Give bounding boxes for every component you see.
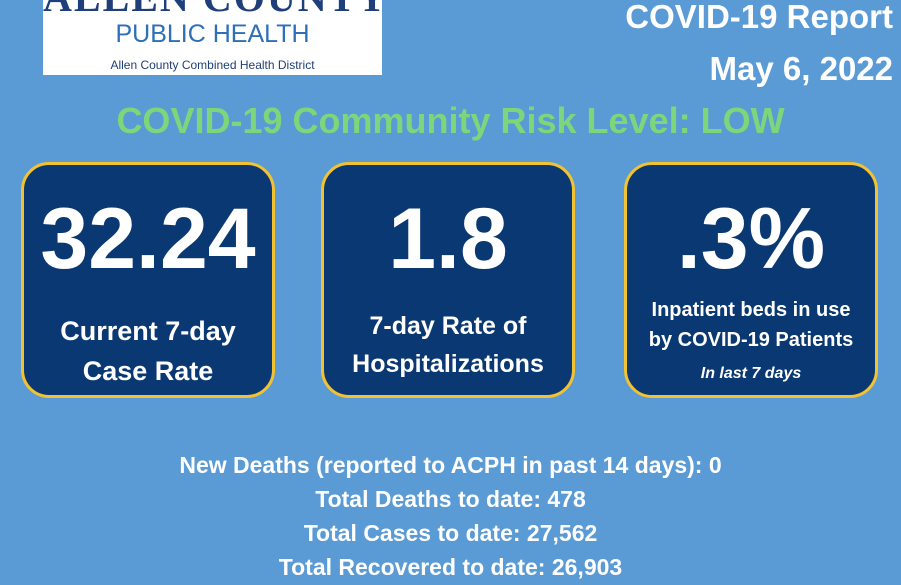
- logo-county-name: ALLEN COUNTY: [43, 0, 382, 21]
- inpatient-beds-value: .3%: [676, 191, 826, 287]
- inpatient-beds-card: .3% Inpatient beds in use by COVID-19 Pa…: [624, 162, 878, 398]
- report-title: COVID-19 Report: [625, 0, 893, 35]
- case-rate-card: 32.24 Current 7-day Case Rate: [21, 162, 275, 398]
- inpatient-beds-note: In last 7 days: [700, 365, 802, 382]
- total-recovered-stat: Total Recovered to date: 26,903: [278, 554, 623, 580]
- case-rate-label-line1: Current 7-day: [60, 316, 236, 346]
- case-rate-label-line2: Case Rate: [82, 356, 214, 386]
- new-deaths-stat: New Deaths (reported to ACPH in past 14 …: [179, 452, 722, 478]
- report-date: May 6, 2022: [709, 50, 893, 87]
- community-risk-level: COVID-19 Community Risk Level: LOW: [116, 100, 785, 141]
- case-rate-label: Current 7-day Case Rate: [24, 311, 272, 391]
- logo-district-name: Allen County Combined Health District: [110, 58, 315, 72]
- hospitalization-rate-label: 7-day Rate of Hospitalizations: [324, 307, 572, 383]
- total-cases-stat: Total Cases to date: 27,562: [303, 520, 598, 546]
- hospitalization-label-line1: 7-day Rate of: [369, 312, 527, 340]
- hospitalization-label-line2: Hospitalizations: [352, 350, 544, 378]
- logo-public-health: PUBLIC HEALTH: [115, 20, 310, 48]
- case-rate-value: 32.24: [40, 191, 256, 287]
- hospitalization-rate-value: 1.8: [388, 191, 508, 287]
- hospitalization-rate-card: 1.8 7-day Rate of Hospitalizations: [321, 162, 575, 398]
- summary-stats: New Deaths (reported to ACPH in past 14 …: [0, 448, 901, 584]
- agency-logo: ALLEN COUNTY PUBLIC HEALTH Allen County …: [43, 0, 382, 75]
- total-deaths-stat: Total Deaths to date: 478: [315, 486, 586, 512]
- inpatient-beds-label: Inpatient beds in use by COVID-19 Patien…: [627, 295, 875, 355]
- inpatient-label-line1: Inpatient beds in use: [651, 299, 851, 321]
- inpatient-label-line2: by COVID-19 Patients: [648, 329, 854, 351]
